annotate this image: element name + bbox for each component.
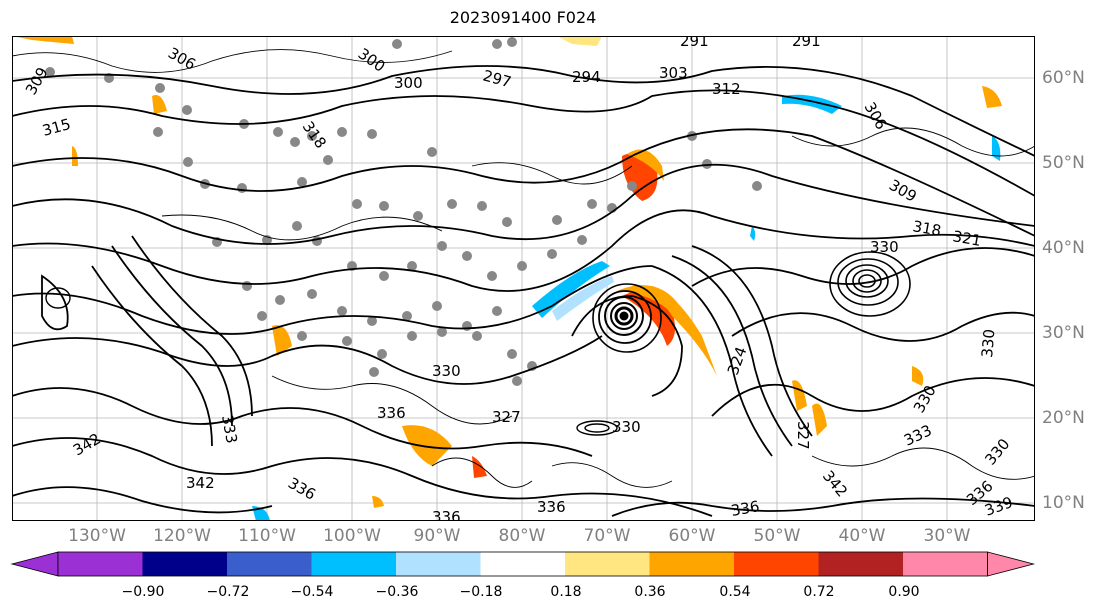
figure-title: 2023091400 F024 [449, 8, 597, 27]
contour-lines-thin [12, 49, 1035, 488]
colorbar-tick-label: −0.36 [375, 584, 419, 600]
longitude-label: 100°W [323, 526, 381, 546]
colorbar-segment [818, 552, 904, 576]
contour-lines [12, 65, 1035, 517]
colorbar-tick-label: 0.72 [803, 584, 835, 600]
contour-label: 294 [572, 68, 601, 86]
colorbar-tick-label: 0.18 [550, 584, 582, 600]
colorbar-segment [311, 552, 397, 576]
longitude-label: 70°W [583, 526, 631, 546]
latitude-label: 30°N [1042, 323, 1085, 343]
colorbar-segment [396, 552, 481, 576]
contour-label: 336 [432, 508, 461, 521]
colorbar-tick-label: 0.54 [719, 584, 751, 600]
contour-label: 321 [951, 227, 982, 250]
contour-label: 300 [394, 74, 423, 92]
colorbar-outline [57, 551, 988, 577]
contour-label: 312 [712, 80, 741, 98]
latitude-label: 40°N [1042, 238, 1085, 258]
contour-label: 291 [792, 36, 821, 50]
longitude-label: 90°W [413, 526, 461, 546]
contour-label: 336 [537, 498, 566, 516]
contour-label: 327 [492, 408, 521, 426]
gray-dot-markers [45, 37, 762, 386]
contour-label: 330 [870, 238, 899, 256]
weather-map: 306 300 297 294 291 291 300 303 312 306 … [12, 36, 1035, 521]
latitude-label: 10°N [1042, 493, 1085, 513]
longitude-label: 30°W [923, 526, 971, 546]
colorbar-extend-max [987, 551, 1036, 577]
colorbar-tick-label: −0.72 [206, 584, 250, 600]
colorbar-segment [227, 552, 312, 576]
colorbar-tick-label: −0.18 [459, 584, 503, 600]
contour-label: 291 [680, 36, 709, 50]
contour-label: 333 [218, 414, 241, 445]
latitude-label: 50°N [1042, 153, 1085, 173]
colorbar [10, 551, 1036, 577]
colorbar-segment [58, 552, 143, 576]
shaded-anomalies [12, 36, 1002, 521]
contour-label: 336 [730, 497, 761, 520]
latitude-label: 20°N [1042, 408, 1085, 428]
hurricane-contours [592, 283, 662, 353]
contour-label: 330 [612, 418, 641, 436]
small-contour-rings [45, 287, 618, 436]
longitude-label: 110°W [238, 526, 296, 546]
colorbar-segment [480, 552, 566, 576]
latitude-label: 60°N [1042, 68, 1085, 88]
colorbar-segment [734, 552, 819, 576]
longitude-label: 80°W [498, 526, 546, 546]
colorbar-segment [903, 552, 988, 576]
colorbar-extend-min [10, 551, 59, 577]
colorbar-segment [649, 552, 735, 576]
contour-label: 303 [659, 64, 688, 82]
low-pressure-contours [829, 251, 911, 317]
contour-label: 336 [377, 404, 406, 422]
colorbar-tick-label: −0.54 [290, 584, 334, 600]
colorbar-tick-label: 0.90 [888, 584, 920, 600]
graticule [12, 36, 1035, 521]
contour-label: 318 [911, 217, 942, 240]
longitude-label: 50°W [753, 526, 801, 546]
colorbar-segment [565, 552, 650, 576]
colorbar-segment [142, 552, 228, 576]
colorbar-tick-label: 0.36 [634, 584, 666, 600]
longitude-label: 130°W [68, 526, 126, 546]
contour-label: 330 [432, 362, 461, 380]
contour-label: 330 [978, 328, 998, 358]
longitude-label: 60°W [668, 526, 716, 546]
longitude-label: 40°W [838, 526, 886, 546]
contour-label: 342 [186, 474, 215, 492]
colorbar-tick-label: −0.90 [121, 584, 165, 600]
longitude-label: 120°W [153, 526, 211, 546]
contour-label: 327 [794, 421, 812, 450]
